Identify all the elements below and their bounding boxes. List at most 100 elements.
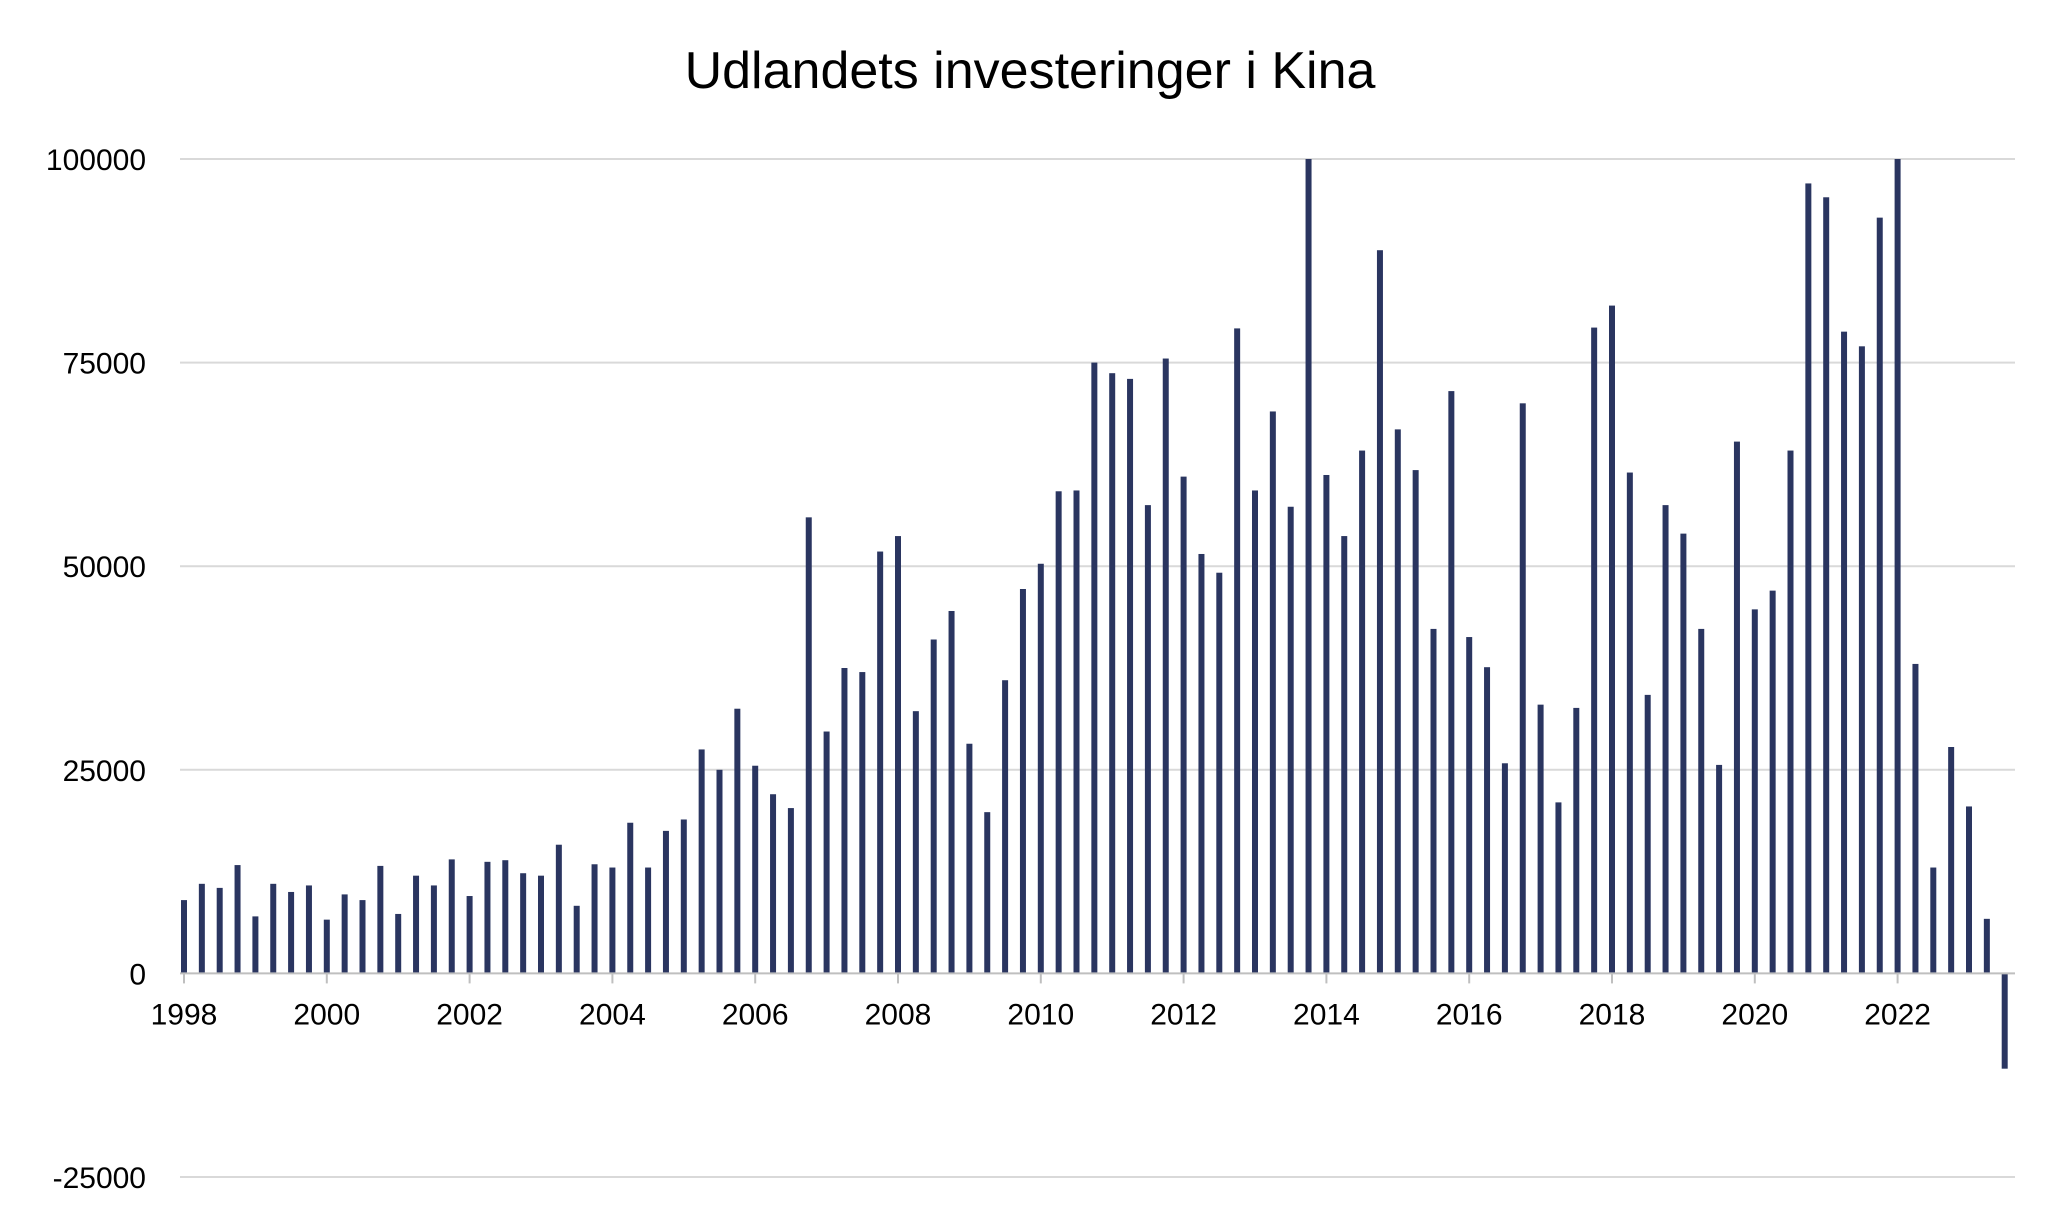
bar: [234, 865, 241, 974]
bar: [1698, 628, 1705, 974]
bar: [270, 883, 277, 974]
bar: [1127, 378, 1134, 974]
x-tick-label: 2010: [1007, 998, 1074, 1031]
bar: [1751, 609, 1758, 974]
bar: [1501, 763, 1508, 974]
bar: [502, 860, 509, 974]
bar: [716, 769, 723, 974]
x-tick-label: 1998: [151, 998, 218, 1031]
bar: [1037, 563, 1044, 974]
x-tick-label: 2022: [1864, 998, 1931, 1031]
bar: [520, 873, 527, 974]
bar: [252, 916, 259, 974]
bar: [1537, 704, 1544, 974]
bar: [859, 672, 866, 974]
bar: [1359, 450, 1366, 974]
bar: [591, 864, 598, 974]
bar: [1733, 441, 1740, 974]
bar: [359, 900, 366, 974]
bar: [787, 808, 794, 974]
bar: [448, 859, 455, 974]
x-tick-label: 2002: [436, 998, 503, 1031]
bar: [1073, 490, 1080, 974]
y-tick-label: 25000: [63, 755, 146, 788]
bar: [1091, 362, 1098, 974]
bar: [1162, 358, 1169, 974]
bar: [1412, 470, 1419, 974]
bar: [948, 610, 955, 974]
bar: [1966, 806, 1972, 974]
bar: [770, 794, 777, 974]
bar: [609, 867, 616, 974]
bar: [895, 536, 901, 974]
bar: [1948, 747, 1955, 974]
gridlines: [180, 158, 2015, 1178]
bar: [1269, 411, 1276, 974]
y-tick-label: 100000: [46, 144, 146, 177]
bar: [877, 551, 884, 974]
y-tick-label: 0: [129, 958, 146, 991]
bar: [1252, 490, 1258, 974]
bar: [1841, 331, 1848, 974]
bar: [1769, 590, 1776, 974]
bar: [930, 639, 937, 974]
bar: [1555, 802, 1562, 974]
bar: [734, 708, 741, 974]
y-tick-label: 75000: [63, 348, 146, 381]
bar: [912, 711, 919, 974]
bar: [1109, 373, 1116, 974]
bar: [1983, 918, 1990, 974]
bar: [1305, 159, 1312, 974]
bar: [288, 891, 295, 974]
bar: [1323, 474, 1330, 974]
bar: [698, 749, 705, 974]
bar: [198, 883, 205, 974]
x-tick-label: 2014: [1293, 998, 1360, 1031]
bar: [1144, 505, 1151, 974]
bar: [1823, 197, 1830, 974]
bar: [216, 887, 223, 974]
bar: [1055, 491, 1062, 974]
bar: [1341, 536, 1348, 974]
bar: [573, 905, 580, 974]
x-tick-label: 2018: [1579, 998, 1646, 1031]
bar: [1376, 250, 1383, 974]
bar: [1573, 707, 1580, 974]
bar: [823, 731, 830, 974]
bar: [1430, 628, 1437, 974]
bar: [1394, 429, 1401, 974]
bar: [305, 885, 312, 974]
bar: [1662, 505, 1669, 974]
bar: [1716, 764, 1723, 974]
bar: [1234, 328, 1241, 974]
y-axis-tick-labels: -25000 0 25000 50000 75000 100000: [46, 144, 146, 1195]
bar: [1591, 327, 1598, 974]
x-tick-label: 2012: [1150, 998, 1217, 1031]
x-tick-label: 2008: [865, 998, 932, 1031]
bar: [1858, 346, 1865, 974]
bar: [1876, 217, 1883, 974]
y-tick-label: 50000: [63, 551, 146, 584]
bar: [1626, 472, 1633, 974]
bar: [1930, 867, 1937, 974]
bar: [395, 913, 402, 974]
bar: [341, 894, 348, 974]
bar: [1912, 663, 1919, 974]
bar: [1894, 159, 1901, 974]
x-tick-label: 2016: [1436, 998, 1503, 1031]
bar: [1805, 183, 1812, 974]
bar: [2001, 973, 2008, 1069]
bar: [805, 517, 812, 974]
bar: [1519, 403, 1526, 974]
bar: [1019, 589, 1026, 974]
bar: [1180, 476, 1187, 974]
bars: [181, 159, 2008, 1069]
bar: [1680, 533, 1687, 974]
bar: [1787, 450, 1794, 974]
bar: [555, 844, 562, 974]
bar: [323, 919, 330, 974]
bar: [645, 867, 652, 974]
bar: [466, 896, 473, 974]
bar: [1216, 572, 1223, 974]
